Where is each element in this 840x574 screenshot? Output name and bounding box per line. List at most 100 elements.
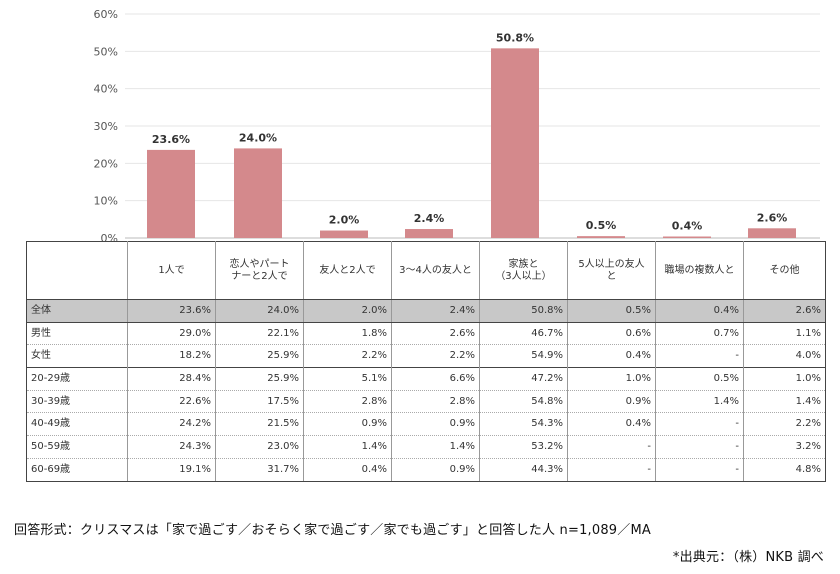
table-row: 女性 18.2% 25.9% 2.2% 2.2% 54.9% 0.4% -4.0% xyxy=(26,344,826,368)
table-cell: 54.3% xyxy=(479,412,568,436)
bar xyxy=(491,48,539,239)
source-note: *出典元：（株）NKB 調べ xyxy=(672,550,824,565)
table-cell: - xyxy=(567,457,656,482)
grid-lines xyxy=(125,13,820,239)
table-cell: 2.0% xyxy=(303,299,392,323)
table-cell: 19.1% xyxy=(127,457,216,482)
table-cell: 29.0% xyxy=(127,321,216,345)
table-cell: 1.1% xyxy=(743,321,826,345)
table-cell: 21.5% xyxy=(215,412,304,436)
bar xyxy=(234,148,282,238)
table-cell: 24.3% xyxy=(127,435,216,459)
row-label: 男性 xyxy=(26,321,128,345)
bar-value-label: 0.4% xyxy=(672,220,703,233)
table-cell: 50.8% xyxy=(479,299,568,323)
y-tick-label: 60% xyxy=(94,8,118,21)
table-cell: 0.5% xyxy=(567,299,656,323)
table-row: 60-69歳 19.1% 31.7% 0.4% 0.9% 44.3% - -4.8% xyxy=(26,457,826,482)
table-cell: 0.4% xyxy=(567,412,656,436)
table-cell: 0.4% xyxy=(655,299,744,323)
column-header: 恋人やパート ナーと2人で xyxy=(215,241,304,300)
table-corner xyxy=(26,241,128,300)
y-tick-label: 10% xyxy=(94,195,118,208)
table-cell: 2.2% xyxy=(303,344,392,368)
table-cell: 1.4% xyxy=(391,435,480,459)
row-label: 女性 xyxy=(26,344,128,368)
table-cell: 1.4% xyxy=(655,389,744,413)
table-cell: 44.3% xyxy=(479,457,568,482)
table-row: 40-49歳 24.2% 21.5% 0.9% 0.9% 54.3% 0.4% -2.2% xyxy=(26,412,826,436)
y-tick-label: 30% xyxy=(94,120,118,133)
row-label: 20-29歳 xyxy=(26,367,128,391)
bar-value-label: 2.0% xyxy=(329,214,360,227)
table-cell: 2.6% xyxy=(743,299,826,323)
table-cell: 23.6% xyxy=(127,299,216,323)
table-cell: 0.9% xyxy=(391,412,480,436)
column-header: 5人以上の友人と xyxy=(567,241,656,300)
table-cell: 3.2% xyxy=(743,435,826,459)
table-cell: 47.2% xyxy=(479,367,568,391)
table-cell: 0.9% xyxy=(567,389,656,413)
row-label: 全体 xyxy=(26,299,128,323)
table-cell: 0.4% xyxy=(567,344,656,368)
table-cell: 4.0% xyxy=(743,344,826,368)
table-cell: - xyxy=(655,457,744,482)
y-axis-ticks: 0%10%20%30%40%50%60% xyxy=(94,8,118,245)
table-cell: 1.8% xyxy=(303,321,392,345)
table-cell: 22.1% xyxy=(215,321,304,345)
table-cell: - xyxy=(655,412,744,436)
table-header-row: 1人で 恋人やパート ナーと2人で 友人と2人で 3～4人の友人と 家族と （3人以… xyxy=(26,241,826,300)
table-cell: 1.0% xyxy=(567,367,656,391)
table-cell: 0.9% xyxy=(303,412,392,436)
data-table: 1人で 恋人やパート ナーと2人で 友人と2人で 3～4人の友人と 家族と （3人以… xyxy=(26,241,826,482)
bar-value-label: 2.4% xyxy=(414,212,445,225)
table-cell: 2.2% xyxy=(391,344,480,368)
bar xyxy=(405,229,453,238)
bars xyxy=(147,48,796,239)
table-cell: 17.5% xyxy=(215,389,304,413)
column-header: その他 xyxy=(743,241,826,300)
table-cell: 0.4% xyxy=(303,457,392,482)
table-cell: 25.9% xyxy=(215,344,304,368)
table-cell: 22.6% xyxy=(127,389,216,413)
table-row: 男性 29.0% 22.1% 1.8% 2.6% 46.7% 0.6% 0.7% 1.1% xyxy=(26,321,826,345)
table-cell: 23.0% xyxy=(215,435,304,459)
column-header: 友人と2人で xyxy=(303,241,392,300)
bar-value-label: 0.5% xyxy=(586,219,617,232)
column-header: 1人で xyxy=(127,241,216,300)
row-label: 50-59歳 xyxy=(26,435,128,459)
table-cell: 2.6% xyxy=(391,321,480,345)
bar-value-label: 23.6% xyxy=(152,133,190,146)
table-cell: 2.2% xyxy=(743,412,826,436)
y-tick-label: 50% xyxy=(94,45,118,58)
bar xyxy=(663,236,711,238)
bar xyxy=(147,149,195,238)
table-cell: 4.8% xyxy=(743,457,826,482)
table-cell: 28.4% xyxy=(127,367,216,391)
bar-value-label: 24.0% xyxy=(239,131,277,144)
table-cell: 5.1% xyxy=(303,367,392,391)
table-cell: 31.7% xyxy=(215,457,304,482)
bar xyxy=(748,228,796,238)
row-label: 60-69歳 xyxy=(26,457,128,482)
y-tick-label: 20% xyxy=(94,157,118,170)
table-cell: 2.8% xyxy=(391,389,480,413)
table-row: 20-29歳 28.4% 25.9% 5.1% 6.6% 47.2% 1.0% 0.5% 1.0… xyxy=(26,367,826,391)
table-row: 全体 23.6% 24.0% 2.0% 2.4% 50.8% 0.5% 0.4% 2.6% xyxy=(26,299,826,323)
table-cell: 24.2% xyxy=(127,412,216,436)
column-header: 3～4人の友人と xyxy=(391,241,480,300)
row-label: 40-49歳 xyxy=(26,412,128,436)
table-cell: 24.0% xyxy=(215,299,304,323)
bar xyxy=(577,236,625,238)
table-cell: 46.7% xyxy=(479,321,568,345)
table-cell: 2.8% xyxy=(303,389,392,413)
table-cell: - xyxy=(567,435,656,459)
table-cell: 18.2% xyxy=(127,344,216,368)
bar-value-label: 2.6% xyxy=(757,211,788,224)
row-label: 30-39歳 xyxy=(26,389,128,413)
table-row: 50-59歳 24.3% 23.0% 1.4% 1.4% 53.2% - -3.2% xyxy=(26,435,826,459)
table-cell: 6.6% xyxy=(391,367,480,391)
table-cell: 1.4% xyxy=(743,389,826,413)
bar xyxy=(320,230,368,238)
bar-value-label: 50.8% xyxy=(496,31,534,44)
